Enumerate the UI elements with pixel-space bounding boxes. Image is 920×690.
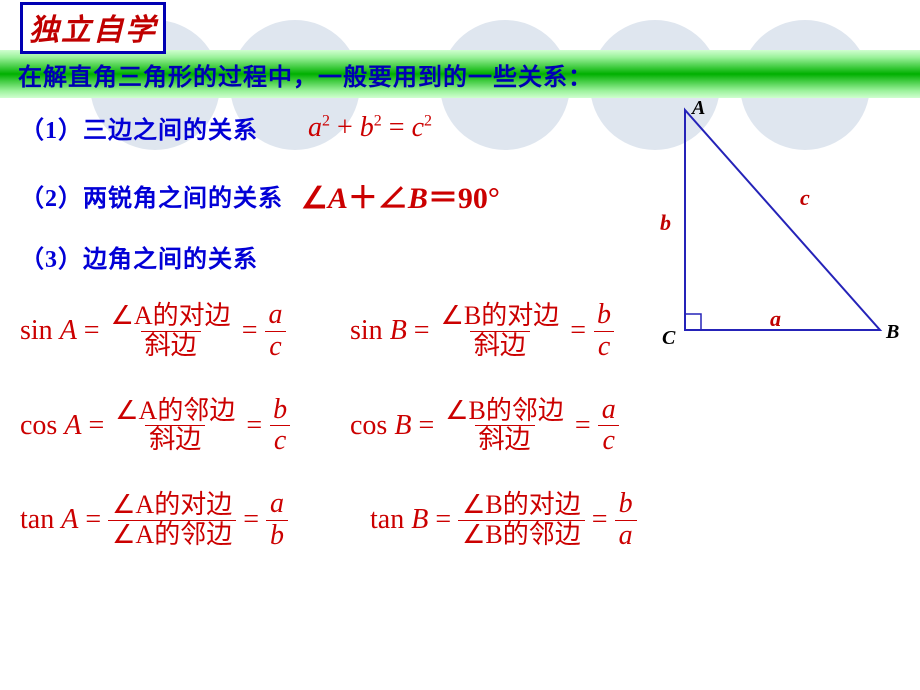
svg-text:C: C bbox=[662, 327, 676, 349]
angle-sum-formula: ∠A＋∠B＝90° bbox=[301, 173, 500, 217]
tan-row: tan A = ∠A的对边∠A的邻边 = ab tan B = ∠B的对边∠B的… bbox=[0, 489, 920, 552]
subtitle-bar: 在解直角三角形的过程中，一般要用到的一些关系： bbox=[0, 50, 920, 98]
pythagoras-formula: a2 + b2 = c2 bbox=[308, 112, 432, 144]
page-title: 独立自学 bbox=[29, 14, 157, 47]
subtitle-text: 在解直角三角形的过程中，一般要用到的一些关系： bbox=[18, 57, 593, 92]
title-box: 独立自学 bbox=[20, 2, 166, 54]
section-2-label: （2）两锐角之间的关系 bbox=[20, 178, 283, 213]
svg-text:b: b bbox=[660, 210, 671, 235]
svg-text:A: A bbox=[690, 100, 705, 119]
right-triangle-diagram: A B C b c a bbox=[650, 100, 900, 360]
section-3-label: （3）边角之间的关系 bbox=[20, 239, 258, 274]
svg-text:B: B bbox=[885, 321, 899, 343]
cos-row: cos A = ∠A的邻边斜边 = bc cos B = ∠B的邻边斜边 = a… bbox=[0, 395, 920, 458]
svg-text:c: c bbox=[800, 185, 810, 210]
svg-text:a: a bbox=[770, 306, 781, 331]
section-1-label: （1）三边之间的关系 bbox=[20, 110, 258, 145]
